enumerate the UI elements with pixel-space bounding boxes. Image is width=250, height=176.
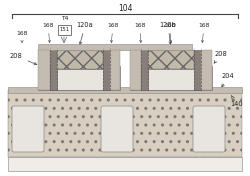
- Bar: [110, 50, 120, 90]
- Text: 168: 168: [42, 23, 54, 43]
- Bar: [38, 66, 120, 90]
- Bar: [201, 50, 212, 90]
- Text: 168: 168: [134, 23, 146, 43]
- Bar: [57, 50, 103, 69]
- Bar: [141, 50, 201, 90]
- FancyBboxPatch shape: [101, 106, 133, 152]
- FancyBboxPatch shape: [193, 106, 225, 152]
- Text: 208: 208: [214, 51, 228, 63]
- Text: 204: 204: [222, 73, 235, 87]
- Text: 120b: 120b: [160, 22, 176, 45]
- Text: 168: 168: [198, 23, 210, 43]
- FancyBboxPatch shape: [58, 24, 70, 34]
- Bar: [130, 50, 141, 90]
- FancyBboxPatch shape: [12, 106, 44, 152]
- Text: 168: 168: [164, 23, 176, 43]
- Text: 151: 151: [59, 27, 69, 32]
- Bar: [8, 87, 242, 93]
- Bar: [8, 157, 242, 171]
- Text: 104: 104: [118, 4, 132, 13]
- Bar: [57, 69, 103, 90]
- Bar: [38, 44, 192, 50]
- Bar: [130, 66, 212, 90]
- Text: 140: 140: [230, 96, 242, 107]
- Bar: [148, 69, 194, 90]
- Bar: [38, 50, 50, 90]
- Text: 168: 168: [16, 31, 28, 43]
- Text: 168: 168: [107, 23, 119, 43]
- Text: T4: T4: [61, 16, 69, 21]
- Bar: [8, 90, 242, 157]
- Bar: [50, 50, 110, 90]
- Text: 120a: 120a: [76, 22, 94, 45]
- Text: 208: 208: [10, 53, 37, 65]
- Bar: [148, 50, 194, 69]
